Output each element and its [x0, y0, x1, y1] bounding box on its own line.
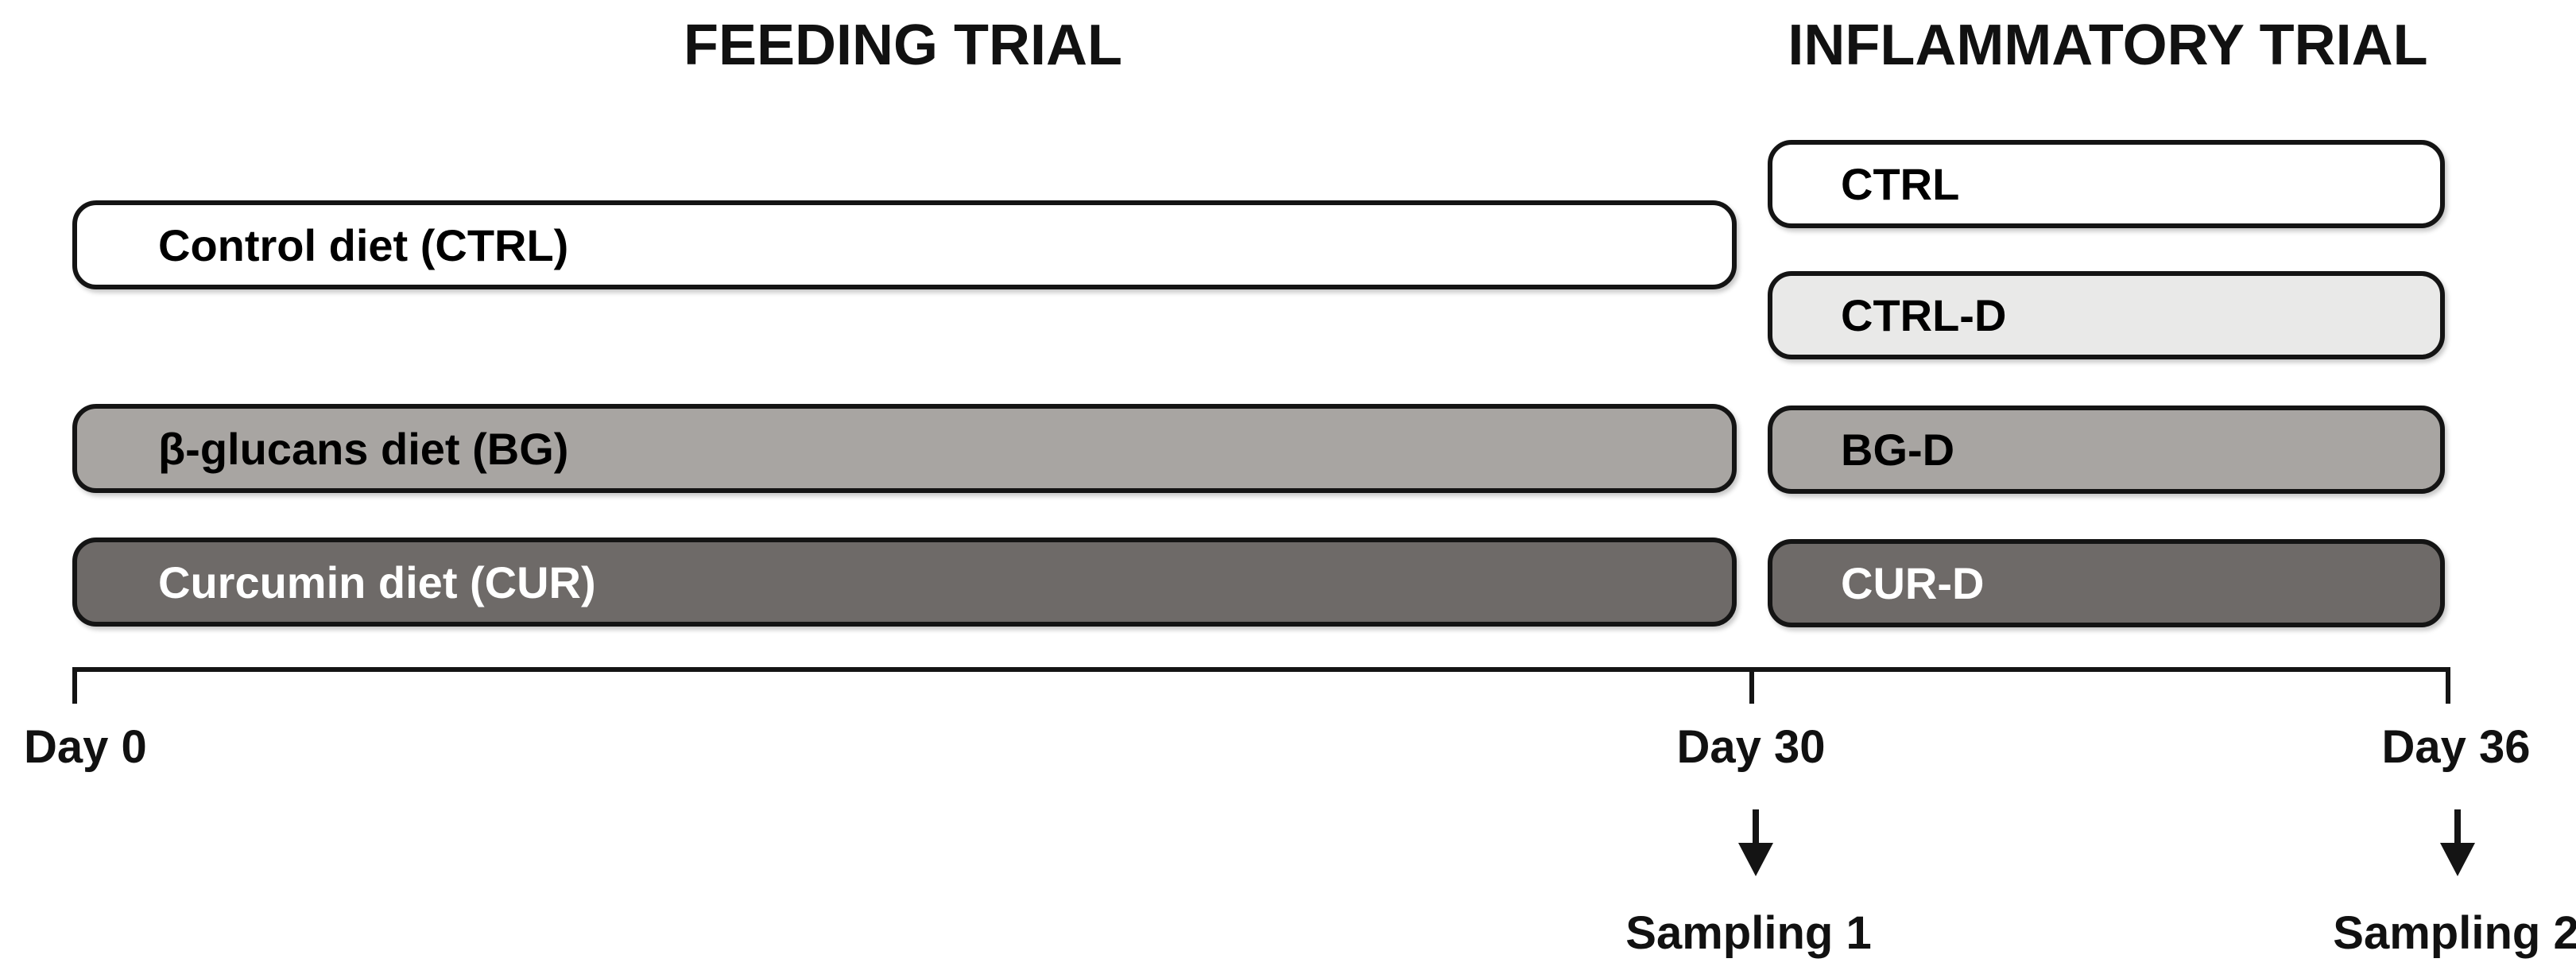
box-cur-d-group: CUR-D	[1768, 539, 2445, 627]
day-0-label: Day 0	[24, 721, 147, 773]
bar-curcumin-diet: Curcumin diet (CUR)	[72, 538, 1737, 627]
feeding-trial-title: FEEDING TRIAL	[684, 14, 1122, 77]
box-ctrl-group-label: CTRL	[1841, 159, 1960, 209]
timeline-axis	[72, 667, 2450, 672]
timeline-tick-day36	[2446, 667, 2450, 704]
inflammatory-trial-title: INFLAMMATORY TRIAL	[1788, 14, 2428, 77]
bar-curcumin-diet-label: Curcumin diet (CUR)	[158, 557, 596, 607]
box-ctrl-group: CTRL	[1768, 140, 2445, 228]
bar-beta-glucans-diet: β-glucans diet (BG)	[72, 404, 1737, 493]
bar-control-diet-label: Control diet (CTRL)	[158, 219, 569, 270]
bar-control-diet: Control diet (CTRL)	[72, 200, 1737, 289]
day-30-label: Day 30	[1676, 721, 1826, 773]
sampling-2-label: Sampling 2	[2333, 907, 2576, 959]
box-ctrl-d-group-label: CTRL-D	[1841, 290, 2007, 340]
timeline-tick-day0	[72, 667, 77, 704]
timeline-tick-day30	[1749, 667, 1754, 704]
bar-beta-glucans-diet-label: β-glucans diet (BG)	[158, 423, 569, 474]
day-36-label: Day 36	[2381, 721, 2531, 773]
box-bg-d-group: BG-D	[1768, 406, 2445, 494]
sampling-1-label: Sampling 1	[1625, 907, 1872, 959]
box-ctrl-d-group: CTRL-D	[1768, 271, 2445, 359]
down-arrow-icon	[1738, 809, 1773, 876]
box-cur-d-group-label: CUR-D	[1841, 558, 1985, 608]
down-arrow-icon	[2440, 809, 2475, 876]
box-bg-d-group-label: BG-D	[1841, 425, 1955, 475]
